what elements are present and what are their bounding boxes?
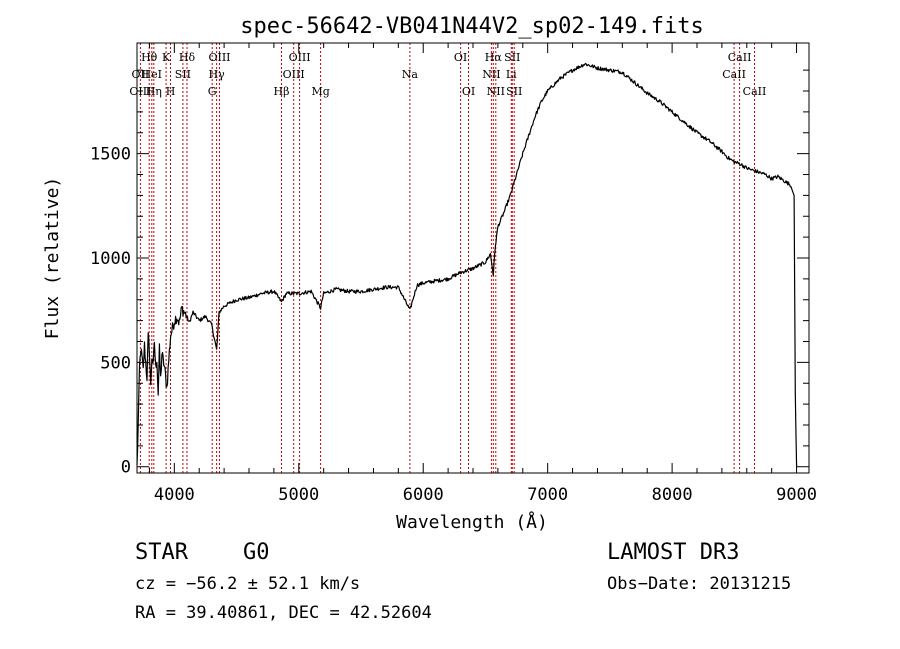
- marker-label: OII: [132, 68, 150, 81]
- marker-label: Na: [402, 68, 419, 81]
- marker-label: CaII: [743, 85, 767, 98]
- emission-line-markers: [139, 43, 755, 473]
- marker-label: OIII: [289, 51, 311, 64]
- spectral-subclass: G0: [243, 540, 270, 565]
- x-axis-label: Wavelength (Å): [396, 511, 548, 533]
- y-tick-label: 0: [121, 458, 131, 478]
- marker-label: Hγ: [209, 68, 226, 81]
- axis-ticks: 4000 5000 6000 7000 8000 9000 0 500 1000 1500: [90, 43, 817, 505]
- marker-label: SII: [504, 51, 520, 64]
- marker-label: HeI: [142, 68, 162, 81]
- marker-label: NII: [482, 68, 500, 81]
- marker-label: K: [162, 51, 171, 64]
- marker-label: Mg: [311, 85, 329, 98]
- marker-label: OI: [454, 51, 467, 64]
- spectrum-line: [136, 62, 798, 467]
- marker-label: OIII: [283, 68, 305, 81]
- observation-date: Obs−Date: 20131215: [607, 574, 792, 594]
- coordinates: RA = 39.40861, DEC = 42.52604: [135, 603, 432, 623]
- marker-label: Hα: [485, 51, 503, 64]
- marker-label: OI: [462, 85, 475, 98]
- marker-label: CaII: [722, 68, 746, 81]
- x-tick-label: 8000: [652, 485, 693, 505]
- y-tick-label: 1500: [90, 145, 131, 165]
- y-axis-label: Flux (relative): [42, 177, 63, 340]
- marker-label: SII: [175, 68, 191, 81]
- x-tick-label: 7000: [527, 485, 568, 505]
- marker-label: Hη: [146, 85, 162, 98]
- x-tick-label: 4000: [154, 485, 195, 505]
- marker-label: CaII: [728, 51, 752, 64]
- plot-frame: [136, 42, 810, 474]
- x-tick-label: 5000: [278, 485, 319, 505]
- x-tick-label: 9000: [776, 485, 817, 505]
- object-type: STAR: [135, 540, 188, 565]
- x-tick-label: 6000: [403, 485, 444, 505]
- survey-name: LAMOST DR3: [607, 540, 740, 565]
- marker-label: OIII: [208, 51, 230, 64]
- marker-label: Hβ: [274, 85, 290, 98]
- y-tick-label: 500: [100, 353, 131, 373]
- marker-label: NII: [487, 85, 505, 98]
- marker-label: Hθ: [141, 51, 158, 64]
- marker-label: Hδ: [179, 51, 196, 64]
- marker-label: H: [166, 85, 176, 98]
- marker-label: Li: [506, 68, 517, 81]
- redshift-velocity: cz = −56.2 ± 52.1 km/s: [135, 574, 361, 594]
- marker-label: G: [208, 85, 217, 98]
- y-tick-label: 1000: [90, 249, 131, 269]
- chart-title: spec-56642-VB041N44V2_sp02-149.fits: [240, 14, 704, 39]
- marker-label: SII: [506, 85, 522, 98]
